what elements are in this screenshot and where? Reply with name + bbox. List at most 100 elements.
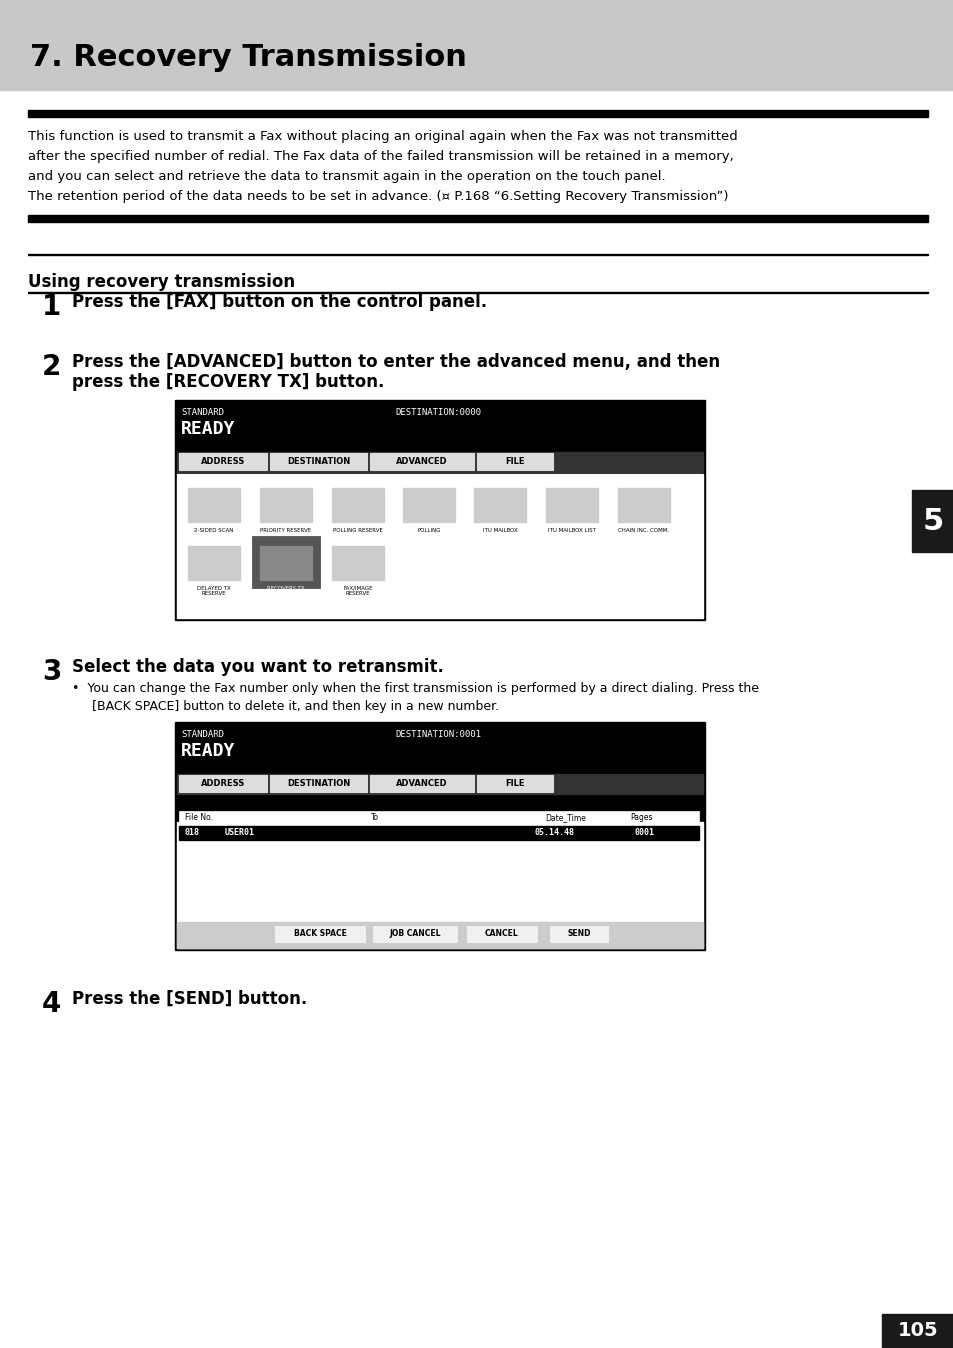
Text: 1: 1: [42, 293, 61, 321]
Text: Select the data you want to retransmit.: Select the data you want to retransmit.: [71, 658, 443, 675]
Bar: [260, 546, 312, 580]
Text: ADDRESS: ADDRESS: [201, 779, 245, 789]
Text: ADVANCED: ADVANCED: [395, 457, 447, 466]
Text: 4: 4: [42, 989, 61, 1018]
Bar: [174, 400, 704, 620]
Bar: [465, 479, 534, 530]
Text: POLLING RESERVE: POLLING RESERVE: [333, 528, 382, 532]
Text: 2: 2: [42, 353, 61, 381]
Text: FILE: FILE: [505, 779, 524, 789]
Text: File No.: File No.: [185, 813, 213, 822]
Text: 05.14.48: 05.14.48: [535, 828, 575, 837]
Bar: [180, 479, 248, 530]
Bar: [175, 723, 703, 949]
Bar: [911, 491, 953, 551]
Text: DESTINATION:0000: DESTINATION:0000: [395, 408, 480, 417]
Text: RECOVERY TX: RECOVERY TX: [181, 798, 243, 807]
Bar: [252, 479, 319, 530]
Bar: [177, 822, 702, 948]
Bar: [270, 453, 367, 470]
Bar: [324, 537, 392, 588]
Text: Press the [ADVANCED] button to enter the advanced menu, and then: Press the [ADVANCED] button to enter the…: [71, 353, 720, 371]
Text: The retention period of the data needs to be set in advance. (¤ P.168 “6.Setting: The retention period of the data needs t…: [28, 190, 728, 204]
Text: FILE: FILE: [505, 457, 524, 466]
Text: CANCEL: CANCEL: [485, 930, 518, 938]
Bar: [370, 453, 474, 470]
Bar: [252, 537, 319, 588]
Text: SEND: SEND: [567, 930, 590, 938]
Bar: [175, 400, 703, 619]
Text: ADVANCED: ADVANCED: [395, 779, 447, 789]
Bar: [324, 479, 392, 530]
Text: 018: 018: [185, 828, 200, 837]
Bar: [177, 474, 702, 617]
Bar: [179, 857, 699, 872]
Text: FAX/IMAGE
RESERVE: FAX/IMAGE RESERVE: [343, 586, 373, 596]
Text: press the [RECOVERY TX] button.: press the [RECOVERY TX] button.: [71, 373, 384, 391]
Text: This function is used to transmit a Fax without placing an original again when t: This function is used to transmit a Fax …: [28, 129, 737, 143]
Bar: [474, 488, 525, 522]
Text: READY: READY: [181, 741, 235, 760]
Bar: [0, 0, 953, 90]
Text: after the specified number of redial. The Fax data of the failed transmission wi: after the specified number of redial. Th…: [28, 150, 733, 163]
Bar: [28, 253, 927, 255]
Bar: [179, 826, 699, 840]
Text: BACK SPACE: BACK SPACE: [294, 930, 346, 938]
Bar: [179, 453, 267, 470]
Text: CHAIN INC. COMM.: CHAIN INC. COMM.: [618, 528, 669, 532]
Bar: [618, 488, 669, 522]
Bar: [179, 811, 699, 825]
Text: [BACK SPACE] button to delete it, and then key in a new number.: [BACK SPACE] button to delete it, and th…: [71, 700, 498, 713]
Text: 2-SIDED SCAN: 2-SIDED SCAN: [194, 528, 233, 532]
Bar: [476, 775, 553, 793]
Bar: [188, 546, 240, 580]
Bar: [28, 291, 927, 293]
Text: Pages: Pages: [629, 813, 652, 822]
Text: 105: 105: [897, 1321, 938, 1340]
Bar: [402, 488, 455, 522]
Bar: [177, 774, 702, 794]
Bar: [882, 1314, 953, 1348]
Text: 3: 3: [42, 658, 61, 686]
Text: DESTINATION: DESTINATION: [287, 779, 350, 789]
Text: STANDARD: STANDARD: [181, 408, 224, 417]
Bar: [179, 775, 267, 793]
Text: and you can select and retrieve the data to transmit again in the operation on t: and you can select and retrieve the data…: [28, 170, 665, 183]
Bar: [545, 488, 598, 522]
Bar: [179, 874, 699, 888]
Text: DESTINATION: DESTINATION: [287, 457, 350, 466]
Text: Using recovery transmission: Using recovery transmission: [28, 274, 294, 291]
Bar: [550, 926, 607, 942]
Text: Press the [FAX] button on the control panel.: Press the [FAX] button on the control pa…: [71, 293, 487, 311]
Text: READY: READY: [181, 421, 235, 438]
Bar: [332, 546, 384, 580]
Bar: [174, 723, 704, 950]
Bar: [28, 214, 927, 222]
Bar: [260, 488, 312, 522]
Text: USER01: USER01: [225, 828, 254, 837]
Bar: [270, 775, 367, 793]
Bar: [179, 842, 699, 856]
Bar: [537, 479, 605, 530]
Text: STANDARD: STANDARD: [181, 731, 224, 739]
Text: PRIORITY RESERVE: PRIORITY RESERVE: [260, 528, 312, 532]
Bar: [373, 926, 456, 942]
Text: Press the [SEND] button.: Press the [SEND] button.: [71, 989, 307, 1008]
Text: ITU MAILBOX LIST: ITU MAILBOX LIST: [547, 528, 596, 532]
Bar: [395, 479, 462, 530]
Text: DELAYED TX
RESERVE: DELAYED TX RESERVE: [197, 586, 231, 596]
Text: ADDRESS: ADDRESS: [201, 457, 245, 466]
Text: To: To: [371, 813, 378, 822]
Bar: [274, 926, 365, 942]
Text: POLLING: POLLING: [416, 528, 440, 532]
Text: JOB CANCEL: JOB CANCEL: [389, 930, 440, 938]
Text: 0001: 0001: [635, 828, 655, 837]
Bar: [177, 922, 702, 948]
Text: RECOVERY TX: RECOVERY TX: [267, 586, 304, 590]
Bar: [332, 488, 384, 522]
Bar: [467, 926, 537, 942]
Bar: [177, 452, 702, 472]
Text: DESTINATION:0001: DESTINATION:0001: [395, 731, 480, 739]
Bar: [609, 479, 678, 530]
Bar: [476, 453, 553, 470]
